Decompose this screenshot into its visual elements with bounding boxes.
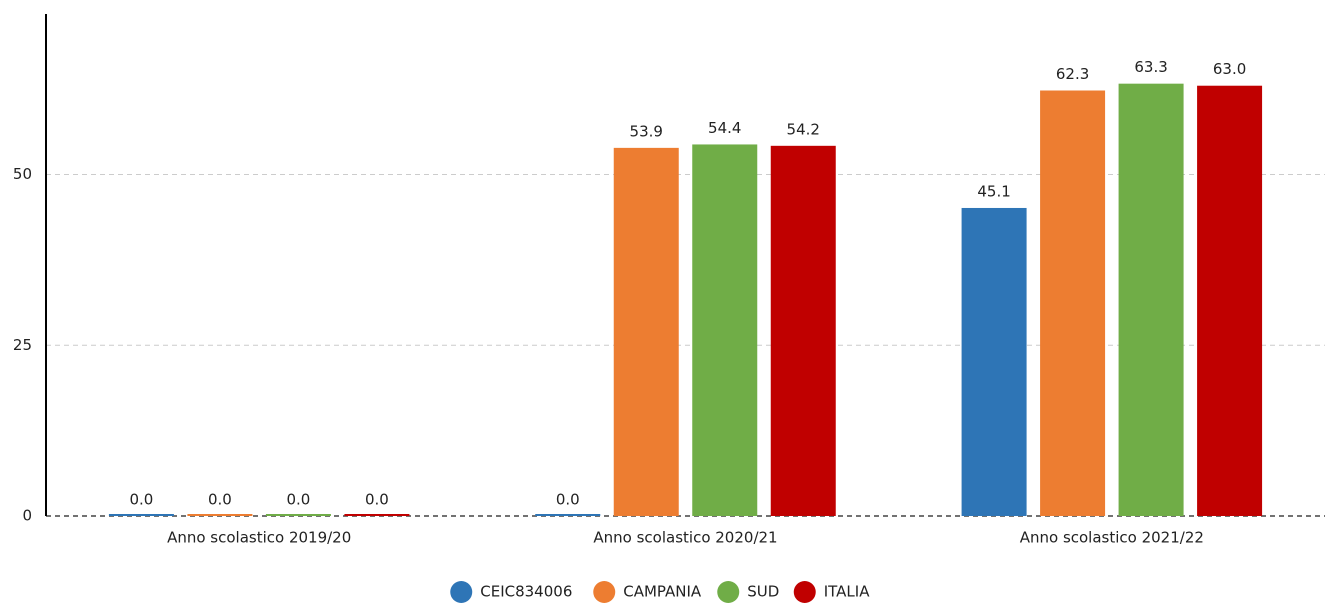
- value-label: 45.1: [977, 182, 1010, 200]
- legend-label: CAMPANIA: [623, 583, 702, 601]
- bar: [265, 514, 331, 516]
- legend-label: CEIC834006: [480, 583, 572, 601]
- y-tick-label: 50: [13, 165, 32, 183]
- bar: [344, 514, 410, 516]
- legend-swatch: [593, 581, 616, 603]
- value-label: 0.0: [129, 491, 153, 509]
- bar: [535, 514, 601, 516]
- x-tick-label: Anno scolastico 2019/20: [167, 529, 351, 547]
- x-tick-label: Anno scolastico 2020/21: [593, 529, 777, 547]
- legend-swatch: [717, 581, 740, 603]
- bar: [692, 144, 758, 516]
- value-label: 63.0: [1213, 60, 1246, 78]
- value-label: 53.9: [630, 122, 663, 140]
- legend-label: SUD: [747, 583, 779, 601]
- x-tick-label: Anno scolastico 2021/22: [1020, 529, 1204, 547]
- legend-label: ITALIA: [824, 583, 870, 601]
- bar: [770, 145, 836, 516]
- value-label: 0.0: [208, 491, 232, 509]
- bar: [613, 147, 679, 516]
- legend-swatch: [450, 581, 473, 603]
- value-label: 0.0: [286, 491, 310, 509]
- bar: [108, 514, 174, 516]
- value-label: 62.3: [1056, 65, 1089, 83]
- value-label: 0.0: [556, 491, 580, 509]
- legend-swatch: [793, 581, 816, 603]
- value-label: 54.4: [708, 119, 741, 137]
- bar: [961, 207, 1027, 516]
- y-tick-label: 0: [22, 507, 32, 525]
- value-label: 54.2: [787, 120, 820, 138]
- y-tick-label: 25: [13, 336, 32, 354]
- value-label: 0.0: [365, 491, 389, 509]
- bar: [1118, 83, 1184, 516]
- bar: [1197, 85, 1263, 516]
- value-label: 63.3: [1134, 58, 1167, 76]
- bar: [187, 514, 253, 516]
- bar: [1040, 90, 1106, 516]
